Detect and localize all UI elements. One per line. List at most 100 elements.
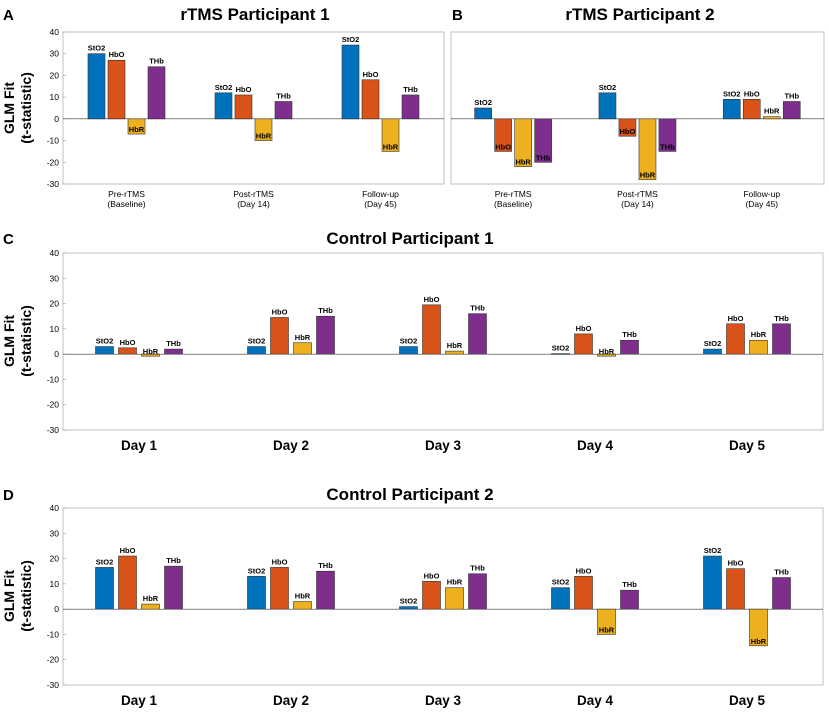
xtick-label: Day 2 xyxy=(273,693,309,708)
panel-d-plot: -30 -20 -10 0 10 20 30 40 StO2 HbO HbR THb Day 1 StO2… xyxy=(47,503,823,708)
xtick-label: Follow-up xyxy=(743,189,780,199)
panel-a-ylabel-line1: GLM Fit xyxy=(1,82,17,134)
bar-label: HbO xyxy=(109,50,125,59)
bar-hbo xyxy=(270,567,289,610)
ytick-label: 30 xyxy=(50,528,60,538)
ytick-label: -20 xyxy=(47,157,60,167)
ytick-label: 0 xyxy=(54,604,59,614)
bar-thb xyxy=(274,101,293,120)
bar-hbo xyxy=(574,575,593,610)
bar-thb xyxy=(164,348,183,355)
ytick-label: 40 xyxy=(50,503,60,513)
panel-a-letter: A xyxy=(3,7,14,24)
ytick-label: -20 xyxy=(47,400,60,410)
bar-label: HbR xyxy=(383,142,399,151)
bar-label: StO2 xyxy=(96,337,114,346)
ytick-label: -30 xyxy=(47,179,60,189)
bar-label: StO2 xyxy=(88,44,106,53)
bar-label: THb xyxy=(166,556,181,565)
bar-label: THb xyxy=(166,339,181,348)
bar-thb xyxy=(468,573,487,610)
bar-label: StO2 xyxy=(552,578,570,587)
bar-hbr xyxy=(749,608,768,647)
bar-hbo xyxy=(494,118,512,152)
panel-d: D Control Participant 2 GLM Fit (t-stati… xyxy=(1,485,824,708)
bar-label: HbR xyxy=(447,341,463,350)
ytick-label: 30 xyxy=(50,49,60,59)
bar-label: HbR xyxy=(295,333,311,342)
bar-hbr xyxy=(293,601,312,610)
bar-label: THb xyxy=(536,153,551,162)
bar-label: StO2 xyxy=(704,339,722,348)
bar-label: HbR xyxy=(751,637,767,646)
panel-d-axis-box xyxy=(62,507,824,686)
bar-sto2 xyxy=(703,555,722,610)
panel-d-title: Control Participant 2 xyxy=(326,485,493,504)
bar-label: HbR xyxy=(447,578,463,587)
xtick-label: Day 1 xyxy=(121,693,158,708)
xtick-label: Pre-rTMS xyxy=(495,189,532,199)
bar-label: HbO xyxy=(424,571,440,580)
bar-hbo xyxy=(726,568,745,610)
bar-label: HbO xyxy=(120,546,136,555)
xtick-sublabel: (Day 14) xyxy=(237,199,270,209)
bar-hbr xyxy=(141,353,160,357)
bar-label: HbR xyxy=(764,107,780,116)
bar-hbr xyxy=(381,118,400,152)
bar-sto2 xyxy=(87,53,106,120)
panel-a: A rTMS Participant 1 GLM Fit (t-statisti… xyxy=(1,5,445,209)
bar-sto2 xyxy=(247,346,266,355)
panel-b-title: rTMS Participant 2 xyxy=(565,5,714,24)
xtick-sublabel: (Day 45) xyxy=(364,199,397,209)
panel-b-axis-box xyxy=(450,31,825,185)
bar-label: HbO xyxy=(236,85,252,94)
xtick-label: Day 5 xyxy=(729,693,766,708)
ytick-label: -30 xyxy=(47,680,60,690)
bar-label: StO2 xyxy=(552,344,570,353)
bar-hbo xyxy=(270,317,289,355)
bar-label: HbO xyxy=(620,127,636,136)
panel-d-ylabel-line2: (t-statistic) xyxy=(18,560,34,632)
ytick-label: 40 xyxy=(50,248,60,258)
bar-sto2 xyxy=(247,575,266,610)
bar-label: StO2 xyxy=(599,83,617,92)
bar-hbr xyxy=(762,116,781,120)
bar-label: HbR xyxy=(599,625,615,634)
bar-label: HbO xyxy=(272,307,288,316)
bar-label: THb xyxy=(660,142,675,151)
ytick-label: 0 xyxy=(54,349,59,359)
ytick-label: -10 xyxy=(47,374,60,384)
bar-label: HbR xyxy=(295,592,311,601)
bar-label: HbR xyxy=(599,347,615,356)
bar-label: StO2 xyxy=(342,35,360,44)
bar-hbo xyxy=(618,118,637,137)
bar-label: StO2 xyxy=(248,337,266,346)
bar-label: THb xyxy=(774,314,789,323)
bar-label: HbR xyxy=(640,171,656,180)
bar-label: StO2 xyxy=(96,557,114,566)
panel-d-ylabel-line1: GLM Fit xyxy=(1,570,17,622)
bar-label: HbO xyxy=(728,314,744,323)
ytick-label: -30 xyxy=(47,425,60,435)
bar-thb xyxy=(164,565,183,610)
bar-hbo xyxy=(234,94,253,120)
bar-label: HbO xyxy=(363,70,379,79)
bar-label: HbO xyxy=(424,295,440,304)
bar-label: HbR xyxy=(515,158,531,167)
bar-label: HbR xyxy=(751,330,767,339)
bar-label: THb xyxy=(403,85,418,94)
xtick-label: Day 4 xyxy=(577,693,614,708)
bar-label: StO2 xyxy=(704,546,722,555)
bar-label: HbO xyxy=(576,566,592,575)
bar-sto2 xyxy=(214,92,233,120)
bar-label: StO2 xyxy=(400,337,418,346)
bar-thb xyxy=(316,315,335,355)
bar-label: THb xyxy=(784,91,799,100)
xtick-label: Pre-rTMS xyxy=(108,189,145,199)
bar-sto2 xyxy=(95,346,114,355)
bar-sto2 xyxy=(551,353,570,355)
bar-hbo xyxy=(742,99,761,120)
bar-label: HbO xyxy=(120,338,136,347)
